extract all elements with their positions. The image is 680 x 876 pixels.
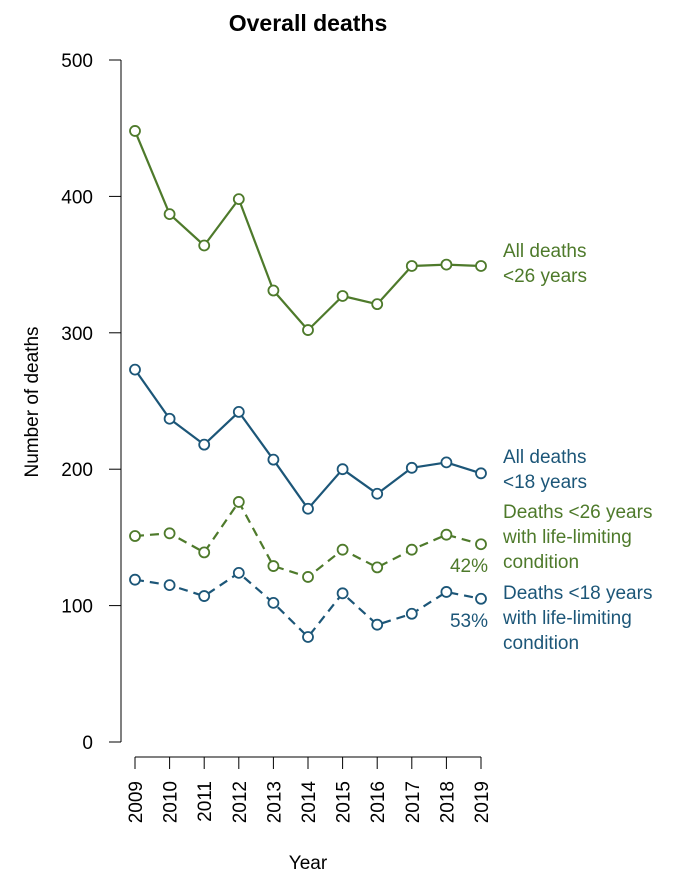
data-point	[405, 543, 418, 556]
series-labels: All deaths <26 years All deaths <18 years De…	[450, 241, 652, 654]
series-all18	[129, 363, 487, 515]
series-label-all18: <18 years	[503, 472, 587, 493]
data-point	[232, 406, 245, 418]
series-label-llc18: condition	[503, 633, 579, 654]
data-point	[371, 618, 384, 631]
x-tick-label: 2014	[299, 781, 320, 824]
data-point	[440, 528, 453, 541]
data-point	[440, 258, 453, 271]
data-point	[267, 284, 280, 297]
x-tick-label: 2009	[126, 781, 147, 823]
data-point	[302, 571, 314, 583]
y-tick-label: 500	[61, 51, 93, 72]
data-point	[440, 586, 453, 598]
data-point	[129, 363, 141, 376]
data-point	[232, 566, 245, 579]
data-point	[475, 260, 487, 272]
series-label-all26: All deaths	[503, 241, 586, 262]
percentage-annotation-llc26: 42%	[450, 556, 488, 577]
data-point	[336, 587, 349, 600]
series-line-all18	[134, 368, 482, 510]
y-tick-label: 200	[61, 460, 93, 481]
series-llc18	[129, 566, 487, 643]
series-label-llc26: with life-limiting	[502, 527, 632, 548]
data-point	[129, 125, 141, 137]
x-tick-label: 2018	[437, 781, 458, 823]
series-label-llc26: condition	[503, 552, 579, 573]
series-line-all26	[133, 130, 482, 332]
data-point	[232, 193, 245, 206]
y-tick-label: 0	[82, 733, 93, 754]
data-point	[405, 260, 418, 272]
data-point	[440, 456, 453, 469]
data-point	[163, 579, 176, 592]
x-tick-label: 2017	[403, 781, 424, 823]
x-tick-label: 2010	[161, 781, 182, 823]
x-axis-title: Year	[289, 853, 328, 874]
data-point	[129, 530, 141, 542]
y-tick-label: 300	[61, 324, 93, 345]
x-tick-label: 2013	[264, 781, 285, 823]
data-point	[371, 298, 384, 311]
data-point	[129, 573, 141, 586]
data-point	[336, 543, 349, 556]
data-point	[475, 538, 487, 551]
data-point	[198, 239, 211, 252]
series-layer	[129, 125, 487, 643]
series-all26	[129, 125, 487, 336]
data-point	[405, 461, 418, 474]
y-tick-label: 100	[61, 597, 93, 618]
data-point	[302, 631, 314, 643]
y-axis-title: Number of deaths	[22, 326, 43, 477]
series-llc26	[129, 496, 487, 583]
percentage-annotation-llc18: 53%	[450, 611, 488, 632]
data-point	[267, 596, 280, 609]
data-point	[302, 324, 314, 336]
series-label-all26: <26 years	[503, 266, 587, 287]
data-point	[163, 208, 176, 221]
x-tick-label: 2015	[334, 781, 355, 823]
data-point	[371, 561, 384, 574]
y-tick-label: 400	[61, 187, 93, 208]
data-point	[163, 527, 176, 540]
data-point	[475, 592, 487, 605]
data-point	[198, 438, 211, 451]
data-point	[267, 560, 280, 572]
x-tick-label: 2016	[368, 781, 389, 823]
x-tick-label: 2012	[230, 781, 251, 823]
data-point	[198, 546, 211, 559]
series-label-llc26: Deaths <26 years	[503, 502, 652, 523]
data-point	[336, 290, 349, 302]
data-point	[336, 463, 349, 476]
series-label-llc18: Deaths <18 years	[503, 583, 652, 604]
data-point	[198, 590, 211, 602]
series-label-all18: All deaths	[503, 447, 586, 468]
x-tick-label: 2019	[472, 781, 493, 823]
series-label-llc18: with life-limiting	[502, 608, 632, 629]
x-tick-label: 2011	[195, 781, 216, 822]
data-point	[371, 487, 384, 500]
data-point	[302, 502, 314, 515]
data-point	[163, 412, 176, 425]
data-point	[405, 607, 418, 620]
x-axis: 2009 2010 2011 2012 2013 2014 2015 2016 2017 2018…	[126, 756, 493, 824]
data-point	[475, 467, 487, 480]
data-point	[232, 496, 245, 508]
chart-title: Overall deaths	[229, 10, 388, 36]
data-point	[267, 453, 280, 466]
y-axis: 0 100 200 300 400 500	[61, 51, 122, 754]
